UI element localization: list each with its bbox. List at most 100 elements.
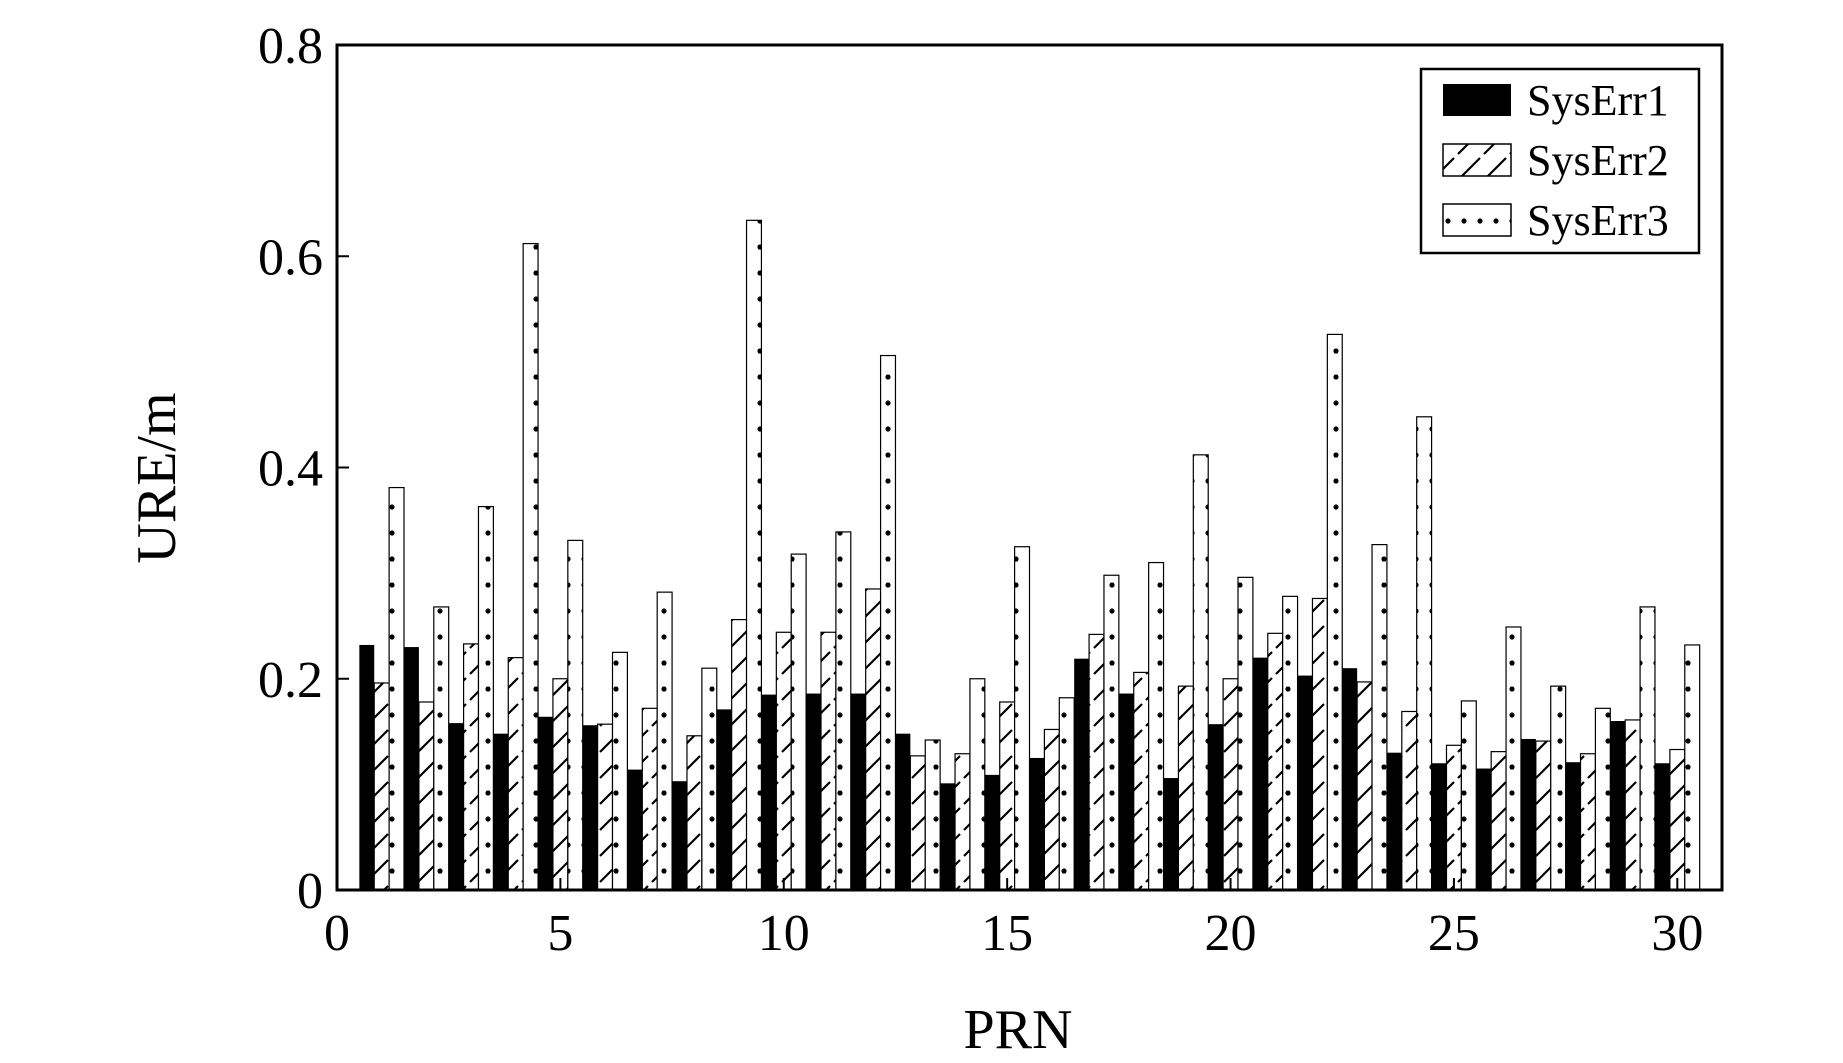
bar-syserr2-prn-16 <box>1043 728 1060 891</box>
bar-syserr3-prn-25 <box>1460 700 1477 891</box>
y-axis: 0 0.2 0.4 0.6 0.8 <box>258 18 349 920</box>
bar-syserr2-prn-15 <box>999 701 1016 891</box>
bar-syserr2-prn-30 <box>1669 748 1686 891</box>
bar-syserr1-prn-7 <box>627 769 643 890</box>
x-tick-label: 25 <box>1428 905 1480 962</box>
bar-syserr1-prn-9 <box>716 709 732 890</box>
bar-syserr3-prn-19 <box>1192 454 1209 891</box>
bar-syserr3-prn-2 <box>433 606 450 891</box>
bar-syserr3-prn-29 <box>1639 606 1656 891</box>
bar-syserr3-prn-20 <box>1237 576 1254 891</box>
bar-syserr2-prn-27 <box>1535 740 1552 891</box>
bar-syserr1-prn-13 <box>895 733 911 890</box>
legend-swatch-syserr1 <box>1443 84 1511 116</box>
bar-syserr2-prn-12 <box>865 588 882 891</box>
bar-syserr1-prn-23 <box>1342 668 1358 890</box>
y-tick-label: 0.4 <box>258 441 323 498</box>
bar-syserr2-prn-17 <box>1088 633 1105 891</box>
bar-syserr3-prn-4 <box>522 242 539 891</box>
bar-syserr2-prn-11 <box>820 631 837 891</box>
bar-syserr2-prn-29 <box>1624 719 1641 891</box>
bar-syserr3-prn-30 <box>1684 644 1701 891</box>
legend-label-syserr2: SysErr2 <box>1527 136 1669 185</box>
bar-syserr2-prn-21 <box>1267 632 1284 891</box>
bar-syserr1-prn-29 <box>1610 721 1626 890</box>
bar-syserr3-prn-18 <box>1148 561 1165 891</box>
bar-syserr1-prn-30 <box>1654 763 1670 890</box>
bar-syserr3-prn-5 <box>567 539 584 891</box>
legend-swatch-syserr3 <box>1442 203 1512 237</box>
bar-syserr1-prn-5 <box>538 716 553 890</box>
bar-syserr2-prn-6 <box>597 723 614 891</box>
x-axis: 0 5 10 15 20 25 30 <box>324 878 1703 962</box>
bar-syserr1-prn-27 <box>1520 738 1536 890</box>
bar-syserr3-prn-23 <box>1371 544 1388 891</box>
bar-syserr3-prn-17 <box>1103 574 1120 891</box>
bar-syserr1-prn-8 <box>672 781 687 890</box>
bar-syserr1-prn-18 <box>1118 693 1134 890</box>
x-tick-label: 15 <box>981 905 1033 962</box>
x-axis-title: PRN <box>964 999 1073 1061</box>
bar-syserr3-prn-24 <box>1416 416 1433 891</box>
bar-syserr1-prn-4 <box>493 733 509 890</box>
bar-syserr3-prn-9 <box>745 219 763 891</box>
bar-syserr2-prn-2 <box>418 701 435 891</box>
bar-syserr1-prn-6 <box>582 725 598 890</box>
bar-syserr3-prn-28 <box>1594 707 1611 891</box>
y-tick-label: 0.8 <box>258 18 323 75</box>
x-tick-label: 20 <box>1205 905 1257 962</box>
bar-syserr2-prn-20 <box>1222 678 1239 891</box>
bar-syserr1-prn-24 <box>1386 752 1402 890</box>
bar-syserr1-prn-20 <box>1208 724 1224 890</box>
bar-syserr1-prn-25 <box>1431 763 1447 890</box>
bar-syserr2-prn-10 <box>775 631 792 891</box>
bar-syserr2-prn-5 <box>552 678 569 891</box>
bar-syserr3-prn-7 <box>656 591 673 891</box>
bar-syserr1-prn-12 <box>850 693 866 890</box>
bar-syserr1-prn-11 <box>806 693 821 890</box>
bar-syserr1-prn-14 <box>940 783 956 890</box>
legend-label-syserr3: SysErr3 <box>1527 196 1669 245</box>
bar-syserr1-prn-17 <box>1074 658 1090 890</box>
bar-syserr3-prn-26 <box>1505 626 1522 891</box>
bar-syserr3-prn-13 <box>924 739 941 891</box>
bar-syserr2-prn-19 <box>1177 685 1194 891</box>
bar-syserr3-prn-11 <box>835 531 852 891</box>
bar-syserr2-prn-9 <box>731 618 748 891</box>
bar-syserr3-prn-3 <box>477 505 494 891</box>
bar-syserr3-prn-14 <box>969 678 986 891</box>
bar-syserr2-prn-7 <box>641 707 658 891</box>
bar-syserr2-prn-22 <box>1311 597 1328 891</box>
x-tick-label: 5 <box>547 905 573 962</box>
bar-syserr1-prn-22 <box>1297 675 1313 890</box>
bar-syserr2-prn-14 <box>954 753 971 891</box>
bar-syserr3-prn-22 <box>1326 333 1343 891</box>
bar-syserr1-prn-26 <box>1476 768 1492 890</box>
x-tick-label: 10 <box>758 905 810 962</box>
bar-syserr1-prn-28 <box>1565 762 1581 890</box>
bar-syserr1-prn-3 <box>448 723 464 890</box>
legend-swatch-syserr2 <box>1442 143 1512 177</box>
bars-layer <box>359 219 1701 891</box>
bar-syserr3-prn-6 <box>611 651 629 891</box>
bar-syserr2-prn-18 <box>1133 671 1150 891</box>
y-tick-label: 0.6 <box>258 229 323 286</box>
bar-syserr2-prn-13 <box>909 755 926 891</box>
legend: SysErr1 SysErr2 SysErr3 <box>1419 67 1701 255</box>
bar-syserr1-prn-2 <box>404 647 419 890</box>
legend-label-syserr1: SysErr1 <box>1527 76 1669 125</box>
bar-syserr3-prn-1 <box>388 486 405 891</box>
bar-syserr1-prn-1 <box>359 644 375 890</box>
bar-syserr3-prn-21 <box>1282 595 1299 891</box>
bar-syserr2-prn-28 <box>1579 753 1597 891</box>
y-tick-label: 0.2 <box>258 652 323 709</box>
x-tick-label: 0 <box>324 905 350 962</box>
y-tick-label: 0 <box>297 863 323 920</box>
bar-syserr3-prn-27 <box>1550 685 1567 891</box>
bar-syserr1-prn-19 <box>1163 778 1179 890</box>
bar-syserr2-prn-8 <box>686 735 703 891</box>
bar-syserr2-prn-26 <box>1490 751 1507 891</box>
bar-syserr2-prn-1 <box>373 682 390 891</box>
bar-syserr3-prn-15 <box>1014 546 1031 891</box>
